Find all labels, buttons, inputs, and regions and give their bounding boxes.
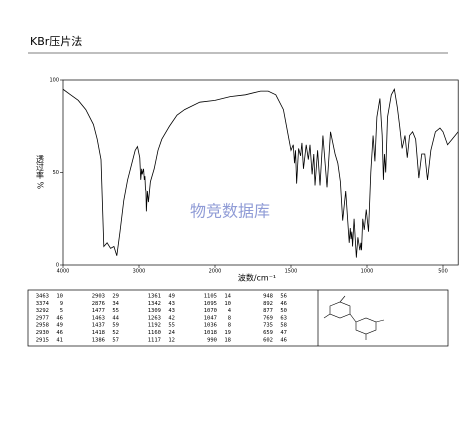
peak-transmittance: 12 [168,337,175,343]
peak-wavenumber: 1309 [148,308,161,314]
peak-wavenumber: 2958 [36,323,49,329]
ring [329,301,351,319]
x-tick-label: 2000 [209,269,222,275]
peak-transmittance: 63 [280,315,287,321]
peak-wavenumber: 2977 [36,315,49,321]
peak-wavenumber: 1418 [92,330,105,336]
x-tick-label: 1000 [361,269,374,275]
peak-transmittance: 44 [112,315,119,321]
peak-wavenumber: 1477 [92,308,105,314]
peak-transmittance: 24 [168,330,175,336]
peak-transmittance: 43 [168,301,175,307]
bond [349,313,357,323]
peak-wavenumber: 1105 [204,294,217,300]
peak-wavenumber: 1018 [204,330,217,336]
peak-transmittance: 55 [112,308,119,314]
peak-transmittance: 19 [224,330,231,336]
peak-wavenumber: 1036 [204,323,217,329]
peak-wavenumber: 1342 [148,301,161,307]
peak-wavenumber: 1192 [148,323,161,329]
bond [375,319,385,323]
peak-transmittance: 46 [56,315,63,321]
y-tick-label: 100 [49,78,59,84]
peak-transmittance: 56 [280,294,287,300]
peak-transmittance: 49 [56,323,63,329]
peak-wavenumber: 877 [263,308,273,314]
peak-wavenumber: 3374 [36,301,50,307]
ring [355,317,377,335]
peak-transmittance: 49 [168,294,175,300]
y-axis-label: 透过率 % [36,155,45,190]
bond [323,313,331,319]
chart-title: KBr压片法 [30,34,82,48]
peak-transmittance: 50 [280,308,287,314]
peak-transmittance: 42 [168,315,175,321]
table-frame [27,289,449,347]
structure [323,295,385,340]
watermark: 物竞数据库 [190,202,270,221]
peak-transmittance: 52 [112,330,119,336]
peak-transmittance: 5 [60,308,63,314]
peak-transmittance: 46 [280,301,287,307]
peak-transmittance: 43 [168,308,175,314]
peak-wavenumber: 769 [263,315,273,321]
peak-wavenumber: 2903 [92,294,105,300]
x-tick-label: 4000 [57,269,70,275]
peak-wavenumber: 1437 [92,323,105,329]
peak-transmittance: 9 [60,301,63,307]
peak-wavenumber: 1095 [204,301,217,307]
peak-transmittance: 4 [228,308,232,314]
y-tick-label: 50 [53,170,59,176]
peak-transmittance: 29 [112,294,119,300]
peak-wavenumber: 1070 [204,308,217,314]
peak-wavenumber: 1463 [92,315,105,321]
peak-transmittance: 55 [168,323,175,329]
spectrum-line [62,88,459,258]
peak-wavenumber: 602 [263,337,273,343]
y-tick-label: 0 [56,263,59,269]
x-tick-label: 1500 [285,269,298,275]
peak-transmittance: 8 [228,315,231,321]
peak-transmittance: 46 [56,330,63,336]
peak-transmittance: 10 [224,301,231,307]
peak-wavenumber: 2915 [36,337,49,343]
peak-transmittance: 57 [112,337,119,343]
peak-wavenumber: 1386 [92,337,105,343]
bond [339,295,346,303]
peak-wavenumber: 990 [207,337,217,343]
peak-transmittance: 59 [112,323,119,329]
peak-wavenumber: 659 [263,330,273,336]
peak-transmittance: 47 [280,330,287,336]
peak-wavenumber: 2876 [92,301,105,307]
peak-wavenumber: 1160 [148,330,161,336]
peak-transmittance: 58 [280,323,287,329]
peak-transmittance: 8 [228,323,231,329]
peak-wavenumber: 1361 [148,294,161,300]
peak-wavenumber: 3463 [36,294,49,300]
peak-transmittance: 46 [280,337,287,343]
peak-wavenumber: 948 [263,294,273,300]
peak-wavenumber: 3292 [36,308,49,314]
peak-transmittance: 14 [224,294,231,300]
peak-wavenumber: 735 [263,323,273,329]
peak-wavenumber: 2930 [36,330,49,336]
peak-wavenumber: 1263 [148,315,161,321]
peak-wavenumber: 1047 [204,315,217,321]
plot-frame [62,79,459,266]
peak-wavenumber: 892 [263,301,273,307]
peak-transmittance: 34 [112,301,119,307]
peak-transmittance: 18 [224,337,231,343]
x-tick-label: 3000 [133,269,146,275]
x-axis-label: 波数/cm⁻¹ [238,273,276,283]
peak-wavenumber: 1117 [148,337,161,343]
x-tick-label: 500 [438,269,448,275]
peak-transmittance: 41 [56,337,63,343]
peak-transmittance: 10 [56,294,63,300]
